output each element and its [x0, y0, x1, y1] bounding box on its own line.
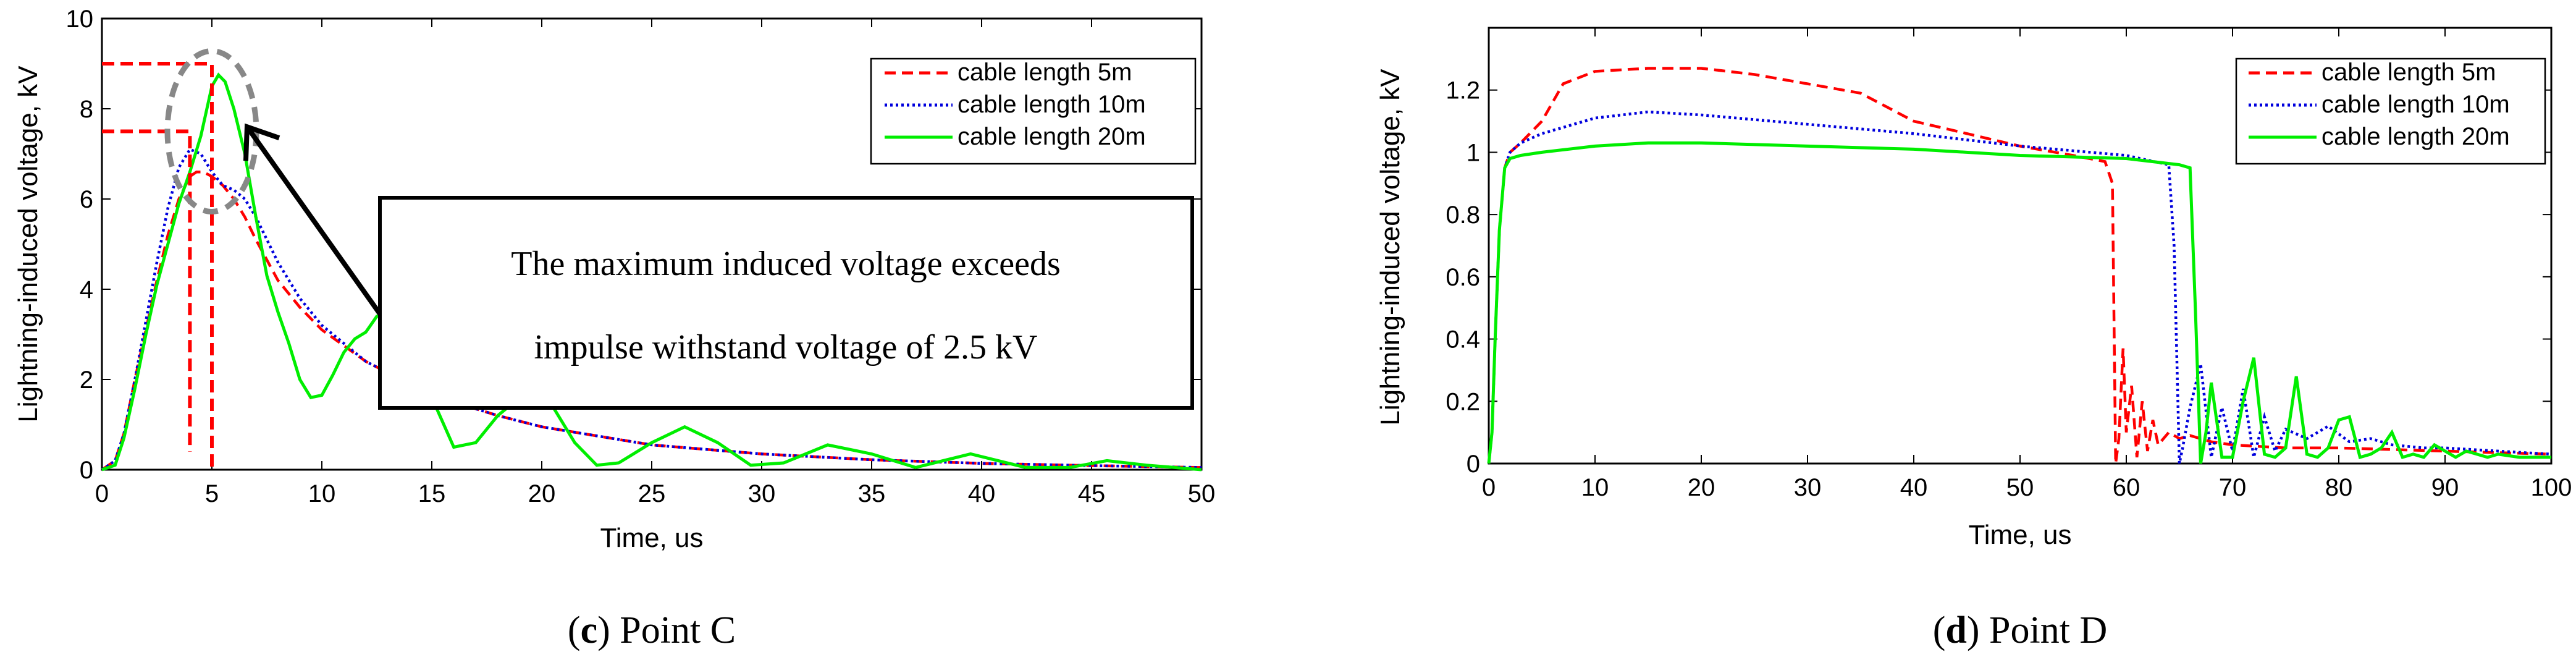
- panel-c-ytick-label: 4: [80, 276, 93, 303]
- panel-d-xtick-label: 50: [2006, 474, 2034, 501]
- panel-d-ylabel: Lightning-induced voltage, kV: [1375, 69, 1405, 426]
- panel-c-annotation-arrow-head: [243, 123, 280, 161]
- panel-d-ytick-label: 0.2: [1446, 388, 1480, 415]
- panel-c-caption: (c) Point C: [568, 609, 736, 651]
- panel-c-reference-line-7-5kv: [102, 129, 192, 452]
- panel-c-chart: 0 5 10 15 20 25 30 35 40 45 50 0 2 4 6 8 10 Time, us Lig…: [13, 6, 1215, 651]
- panel-d-xtick-label: 30: [1794, 474, 1822, 501]
- panel-c-xtick-label: 45: [1078, 480, 1106, 507]
- panel-d-series-2-line: [1487, 110, 2552, 464]
- panel-c-caption-text: Point C: [610, 609, 736, 651]
- panel-c-xtick-label: 5: [205, 480, 219, 507]
- panel-c-xtick-label: 15: [418, 480, 446, 507]
- panel-c-ytick-label: 2: [80, 366, 93, 394]
- panel-c-legend-box: [870, 57, 1197, 165]
- panel-d-caption-letter: d: [1945, 609, 1966, 651]
- panel-c-annotation-box: [378, 196, 1194, 410]
- panel-d-series-1-line: [1487, 67, 2552, 464]
- panel-d-ytick-label: 0.8: [1446, 201, 1480, 229]
- panel-c-xtick-label: 50: [1188, 480, 1216, 507]
- panel-d-ytick-label: 0.6: [1446, 264, 1480, 291]
- panel-c-annotation-line-2: impulse withstand voltage of 2.5 kV: [534, 328, 1037, 366]
- panel-d-ytick-label: 0.4: [1446, 326, 1480, 354]
- panel-c-ylabel: Lightning-induced voltage, kV: [13, 66, 43, 423]
- panel-c-xtick-label: 40: [968, 480, 996, 507]
- panel-d-xtick-label: 10: [1581, 474, 1609, 501]
- panel-c-xtick-label: 25: [638, 480, 666, 507]
- panel-c-annotation-line-1: The maximum induced voltage exceeds: [511, 245, 1060, 283]
- panel-d-ytick-label: 1.2: [1446, 77, 1480, 104]
- panel-c-xtick-label: 10: [308, 480, 336, 507]
- panel-d-xtick-label: 80: [2325, 474, 2353, 501]
- panel-d-xtick-label: 70: [2219, 474, 2247, 501]
- panel-c-ytick-label: 0: [80, 457, 93, 484]
- panel-c-ytick-label: 8: [80, 96, 93, 123]
- panel-c-xtick-label: 20: [528, 480, 556, 507]
- panel-d-xtick-label: 20: [1688, 474, 1715, 501]
- panel-d-legend-label-3: cable length 20m: [2321, 123, 2510, 150]
- panel-d-series-3-line: [1487, 141, 2551, 464]
- panel-d-xlabel: Time, us: [1968, 520, 2071, 550]
- panel-d-xtick-label: 60: [2113, 474, 2140, 501]
- panel-d-xtick-label: 0: [1482, 474, 1496, 501]
- panel-c-annotation-arrow-shaft: [245, 125, 385, 320]
- panel-c-xtick-label: 35: [858, 480, 886, 507]
- panel-d-legend-label-1: cable length 5m: [2321, 59, 2496, 86]
- panel-d-legend-label-2: cable length 10m: [2321, 91, 2510, 118]
- panel-c-legend-label-2: cable length 10m: [958, 91, 1146, 118]
- panel-d-caption: (d) Point D: [1933, 609, 2108, 651]
- panel-d-ytick-label: 1: [1467, 139, 1480, 166]
- panel-c-legend-label-3: cable length 20m: [958, 123, 1146, 150]
- panel-c-xtick-label: 30: [748, 480, 776, 507]
- panel-c-caption-letter: c: [581, 609, 598, 651]
- panel-c-reference-line-9kv: [102, 62, 214, 470]
- panel-d-ytick-label: 0: [1467, 451, 1480, 478]
- panel-d-xtick-label: 90: [2431, 474, 2459, 501]
- panel-c-xtick-label: 0: [95, 480, 109, 507]
- panel-d-chart: 0 10 20 30 40 50 60 70 80 90 10000.20.40.60.811.2 …: [1375, 27, 2572, 651]
- panel-c-series-3-line: [101, 72, 1202, 472]
- panel-d-xtick-label: 100: [2531, 474, 2572, 501]
- panel-d-legend-box: [2235, 57, 2546, 165]
- panel-c-xlabel: Time, us: [600, 523, 703, 553]
- panel-c-ytick-label: 10: [66, 6, 94, 33]
- panel-d-caption-text: Point D: [1980, 609, 2108, 651]
- panel-c-legend-label-1: cable length 5m: [958, 59, 1132, 86]
- panel-c-ytick-label: 6: [80, 186, 93, 213]
- panel-d-xtick-label: 40: [1900, 474, 1928, 501]
